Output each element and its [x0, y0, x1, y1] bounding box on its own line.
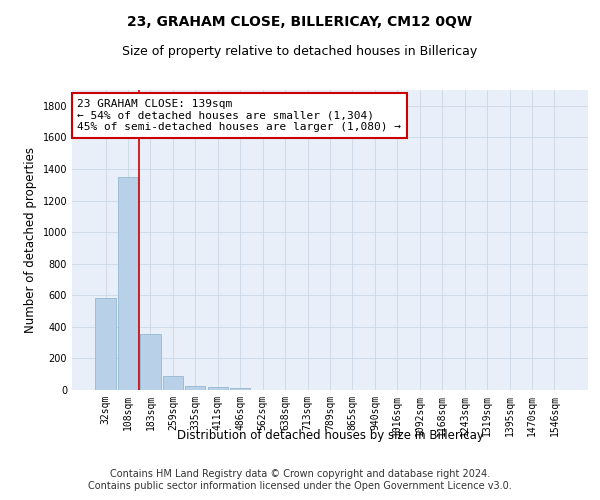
- Bar: [185, 386, 205, 390]
- Bar: [118, 177, 138, 390]
- Bar: [208, 388, 228, 390]
- Text: Size of property relative to detached houses in Billericay: Size of property relative to detached ho…: [122, 45, 478, 58]
- Y-axis label: Number of detached properties: Number of detached properties: [24, 147, 37, 333]
- Text: 23, GRAHAM CLOSE, BILLERICAY, CM12 0QW: 23, GRAHAM CLOSE, BILLERICAY, CM12 0QW: [127, 15, 473, 29]
- Bar: [163, 376, 183, 390]
- Text: Distribution of detached houses by size in Billericay: Distribution of detached houses by size …: [176, 428, 484, 442]
- Bar: [230, 388, 250, 390]
- Bar: [95, 298, 116, 390]
- Text: Contains HM Land Registry data © Crown copyright and database right 2024.
Contai: Contains HM Land Registry data © Crown c…: [88, 469, 512, 491]
- Bar: [140, 334, 161, 390]
- Text: 23 GRAHAM CLOSE: 139sqm
← 54% of detached houses are smaller (1,304)
45% of semi: 23 GRAHAM CLOSE: 139sqm ← 54% of detache…: [77, 99, 401, 132]
